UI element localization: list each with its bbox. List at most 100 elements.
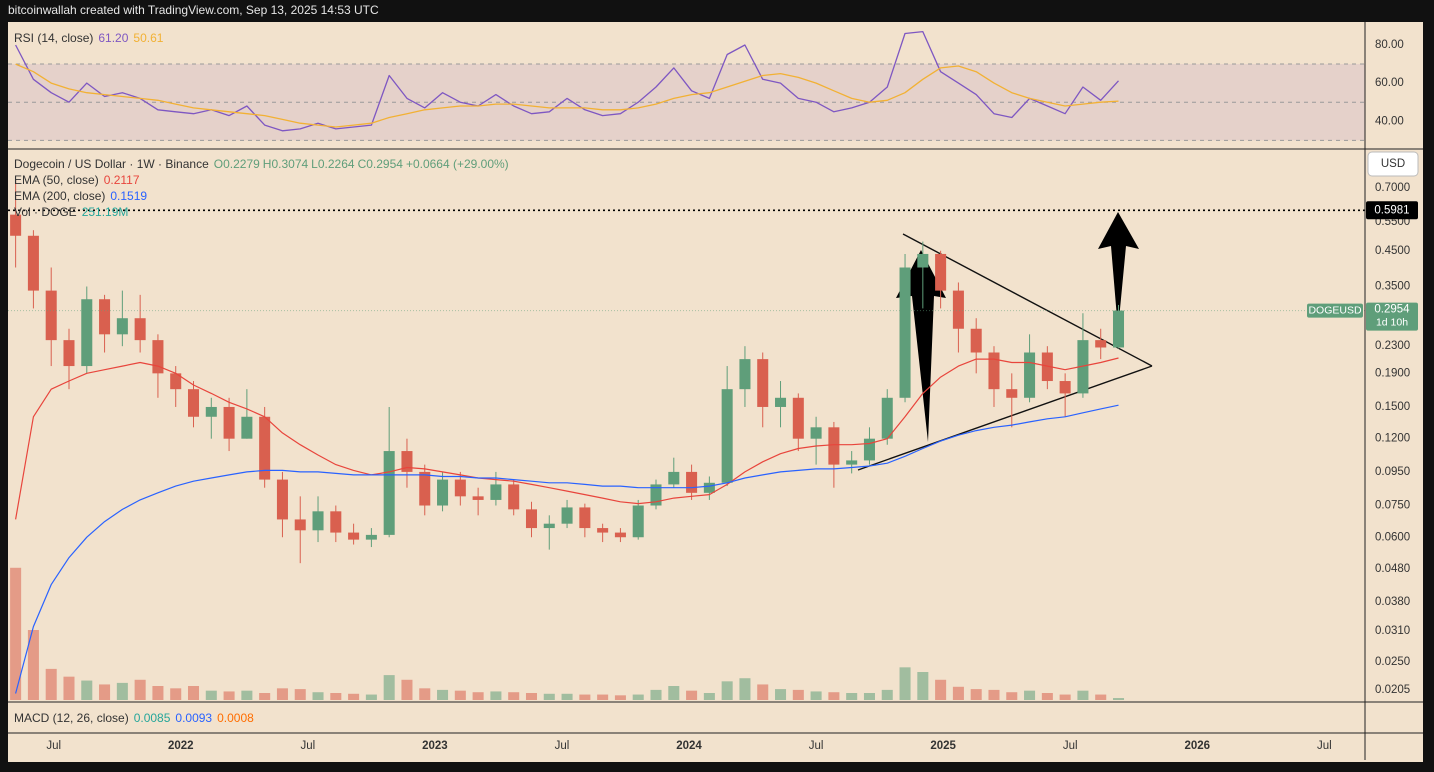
time-tick-label: Jul [46, 740, 61, 752]
candle-body [828, 427, 840, 465]
volume-bar [152, 686, 164, 700]
candle-body [365, 534, 377, 540]
volume-bar [703, 693, 715, 700]
macd-value: 0.0085 [133, 711, 171, 725]
candle-body [775, 397, 787, 407]
candle-body [525, 509, 538, 529]
candle-body [1024, 352, 1036, 398]
candle-body [881, 397, 893, 439]
candle-body [437, 479, 449, 506]
candle-body [650, 484, 662, 506]
candle-body [170, 373, 182, 390]
symbol-label: DOGEUSD [1308, 304, 1362, 316]
price-tick-label: 0.1500 [1375, 401, 1410, 413]
time-tick-label: 2025 [930, 740, 956, 752]
volume-bar [187, 686, 200, 700]
volume-bar [294, 689, 306, 700]
volume-bar [1059, 694, 1071, 700]
candle-body [508, 484, 520, 510]
volume-name: Vol · DOGE [14, 205, 77, 219]
candle-body [935, 253, 947, 291]
volume-bar [899, 667, 911, 700]
price-tag [1366, 302, 1418, 331]
volume-bar [952, 686, 964, 700]
candle-body [561, 507, 573, 524]
legend-row: EMA (50, close) 0.2117 [14, 172, 514, 188]
volume-bar [614, 695, 626, 700]
ema200-value: 0.1519 [110, 189, 148, 203]
candle-body [383, 451, 395, 535]
volume-bar [419, 688, 431, 700]
time-tick-label: 2022 [168, 740, 194, 752]
volume-bar [205, 690, 217, 700]
candle-body [988, 352, 1000, 390]
volume-bar [650, 689, 662, 700]
volume-bar [721, 681, 733, 700]
volume-bar [792, 689, 804, 700]
candle-body [330, 511, 342, 533]
volume-bar [543, 693, 555, 700]
price-tick-label: 0.2300 [1375, 340, 1410, 352]
rsi-pane [8, 30, 1365, 141]
volume-bar [437, 689, 449, 700]
candle-body [419, 471, 431, 506]
volume-bar [525, 693, 538, 700]
candle-body [614, 532, 626, 538]
volume-value: 251.19M [81, 205, 129, 219]
legend-row: EMA (200, close) 0.1519 [14, 188, 514, 204]
time-tick-label: Jul [555, 740, 570, 752]
price-tick-label: 0.0600 [1375, 531, 1410, 543]
volume-bar [454, 690, 466, 700]
volume-bar [686, 690, 698, 700]
volume-bar [259, 693, 271, 700]
price-tick-label: 0.4500 [1375, 245, 1410, 257]
price-tick-label: 0.1200 [1375, 433, 1410, 445]
candle-body [1077, 340, 1089, 394]
volume-bar [99, 684, 111, 700]
volume-bar [632, 694, 644, 700]
candle-body [205, 406, 217, 417]
symbol-title: Dogecoin / US Dollar · 1W · Binance [14, 157, 209, 171]
volume-bar [597, 694, 609, 700]
price-pane [8, 180, 1365, 694]
chart-background [8, 22, 1423, 762]
volume-bar [917, 672, 929, 700]
legend-row: Vol · DOGE 251.19M [14, 204, 514, 220]
rsi-title: RSI (14, close) [14, 31, 94, 45]
macd-legend: MACD (12, 26, close) 0.0085 0.0093 0.0008 [14, 710, 259, 726]
target-label: 0.5981 [1374, 204, 1409, 216]
volume-bar [45, 668, 57, 700]
volume-bar [739, 678, 751, 700]
ema50-value: 0.2117 [103, 173, 140, 187]
candle-body [81, 299, 93, 367]
ohlc-close: C0.2954 [357, 157, 403, 171]
price-legend: Dogecoin / US Dollar · 1W · Binance O0.22… [14, 156, 514, 220]
candle-body [721, 389, 733, 483]
candle-body [917, 253, 929, 268]
volume-bar [81, 680, 93, 700]
volume-bar [1112, 698, 1125, 700]
axes: USD 80.0060.0040.000.70000.55000.45000.3… [8, 22, 1423, 760]
ema-line [15, 357, 1119, 520]
rsi-legend: RSI (14, close) 61.20 50.61 [14, 30, 168, 46]
currency-box[interactable] [1367, 151, 1419, 177]
flagpole-arrow [896, 250, 946, 442]
ohlc-open: O0.2279 [213, 157, 260, 171]
volume-bar [1041, 693, 1053, 700]
time-tick-label: Jul [301, 740, 316, 752]
volume-bar [810, 691, 822, 700]
volume-bar [401, 679, 413, 700]
rsi-ma-value: 50.61 [133, 31, 164, 45]
candle-body [99, 299, 111, 335]
candle-body [241, 416, 253, 439]
candle-body [490, 484, 502, 500]
target-tag [1366, 201, 1418, 220]
ema50-name: EMA (50, close) [14, 173, 99, 187]
time-tick-label: 2023 [422, 740, 448, 752]
price-label: 0.2954 [1374, 304, 1410, 316]
volume-bar [828, 692, 840, 700]
volume-bar [312, 692, 324, 700]
rsi-tick-label: 60.00 [1375, 77, 1404, 89]
